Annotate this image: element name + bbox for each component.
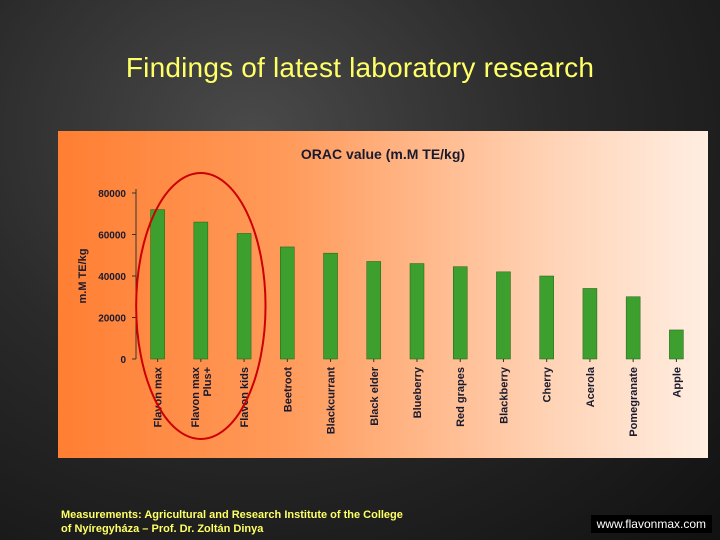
x-tick-label: Beetroot — [282, 367, 294, 413]
y-tick-label: 0 — [120, 355, 126, 366]
svg-text:Blackcurrant: Blackcurrant — [326, 367, 338, 435]
svg-text:Blackberry: Blackberry — [498, 366, 510, 424]
svg-text:Flavon kids: Flavon kids — [239, 367, 251, 428]
chart-bars — [150, 209, 684, 360]
chart-title: ORAC value (m.M TE/kg) — [301, 146, 465, 162]
svg-text:Pomegranate: Pomegranate — [628, 367, 640, 437]
footer-url[interactable]: www.flavonmax.com — [590, 515, 712, 533]
y-axis-title: m.M TE/kg — [77, 248, 89, 303]
x-tick-label: Flavon max Plus+ — [190, 366, 214, 427]
x-tick-label: Black elder — [369, 366, 381, 425]
orac-bar-chart: ORAC value (m.M TE/kg) 80000 60000 40000 20… — [77, 146, 684, 440]
svg-text:Blueberry: Blueberry — [412, 366, 424, 418]
svg-text:Black elder: Black elder — [369, 366, 381, 425]
bar — [236, 233, 252, 360]
x-tick-label: Pomegranate — [628, 367, 640, 437]
x-tick-label: Apple — [671, 367, 683, 398]
highlight-ellipse — [135, 172, 267, 440]
svg-text:Flavon max: Flavon max — [190, 366, 202, 427]
x-tick-label: Blackberry — [498, 366, 510, 424]
footer-note-line1: Measurements: Agricultural and Research … — [61, 509, 403, 521]
bar — [539, 275, 554, 360]
x-tick-label: Blueberry — [412, 366, 424, 418]
bar — [669, 329, 684, 360]
x-tick-label: Blackcurrant — [326, 367, 338, 435]
bar — [409, 263, 425, 360]
x-tick-label: Cherry — [542, 366, 554, 402]
svg-text:Acerola: Acerola — [585, 366, 597, 407]
y-tick-label: 40000 — [98, 272, 126, 283]
bar — [366, 261, 382, 360]
chart-labels: Flavon max Flavon max Plus+ Flavon kids Beet… — [153, 359, 683, 437]
chart-axes: 80000 60000 40000 20000 0 m.M TE/kg — [77, 189, 137, 366]
svg-text:Plus+: Plus+ — [202, 367, 214, 397]
y-tick-label: 60000 — [98, 231, 126, 242]
footer-note-line2: of Nyíregyháza – Prof. Dr. Zoltán Dinya — [61, 523, 264, 535]
x-tick-label: Red grapes — [455, 367, 467, 427]
bar — [193, 221, 209, 360]
x-tick-label: Acerola — [585, 366, 597, 407]
bar — [280, 246, 295, 360]
footer-note: Measurements: Agricultural and Research … — [61, 508, 481, 536]
y-tick-label: 80000 — [98, 189, 126, 200]
svg-text:Apple: Apple — [671, 367, 683, 398]
slide-title: Findings of latest laboratory research — [125, 52, 595, 83]
y-tick-label: 20000 — [98, 314, 126, 325]
svg-text:Beetroot: Beetroot — [282, 367, 294, 413]
chart-area: ORAC value (m.M TE/kg) 80000 60000 40000 20… — [58, 131, 708, 458]
bar — [150, 209, 165, 360]
bar — [496, 271, 511, 360]
svg-text:Red grapes: Red grapes — [455, 367, 467, 427]
bar — [452, 266, 468, 360]
bar — [323, 252, 338, 360]
x-tick-label: Flavon kids — [239, 367, 251, 428]
svg-text:Cherry: Cherry — [542, 366, 554, 402]
bar — [582, 288, 598, 360]
bar — [625, 296, 641, 360]
